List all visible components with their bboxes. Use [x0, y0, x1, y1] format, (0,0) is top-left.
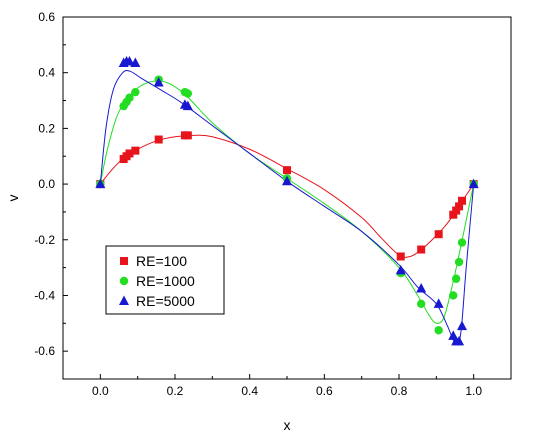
y-tick-label: -0.4: [34, 288, 55, 302]
y-axis-label: v: [5, 195, 21, 202]
legend-label-re-5000: RE=5000: [136, 293, 195, 309]
point-re-5000: [282, 175, 292, 186]
point-re-1000: [454, 257, 464, 267]
point-re-5000: [416, 283, 427, 293]
point-re-5000: [124, 56, 135, 66]
point-re-100: [434, 230, 443, 239]
legend-marker-re-100: [120, 257, 128, 265]
x-axis-label: x: [284, 417, 291, 433]
point-re-100: [396, 252, 405, 261]
point-re-5000: [153, 76, 164, 87]
point-re-100: [131, 146, 140, 155]
curve-re-100: [99, 134, 475, 258]
x-tick-label: 0.8: [391, 384, 408, 398]
point-re-5000: [395, 264, 406, 275]
point-re-1000: [416, 299, 426, 309]
x-tick-label: 0.2: [167, 384, 184, 398]
point-re-5000: [433, 298, 444, 308]
y-tick-label: 0.2: [38, 121, 55, 135]
point-re-5000: [182, 100, 193, 111]
x-tick-label: 0.0: [92, 384, 109, 398]
legend-label-re-1000: RE=1000: [136, 273, 195, 289]
legend-label-re-100: RE=100: [136, 253, 187, 269]
data-markers: [95, 56, 479, 346]
point-re-100: [154, 135, 163, 144]
point-re-1000: [434, 326, 443, 335]
point-re-1000: [457, 238, 467, 247]
point-re-100: [458, 196, 467, 205]
point-re-1000: [451, 274, 461, 283]
point-re-100: [455, 202, 464, 211]
point-re-100: [183, 131, 192, 140]
point-re-5000: [457, 320, 468, 331]
y-tick-label: 0.6: [38, 10, 55, 24]
point-re-100: [125, 149, 134, 158]
legend-marker-re-5000: [119, 295, 129, 305]
point-re-1000: [125, 93, 134, 102]
point-re-1000: [449, 291, 458, 300]
point-re-1000: [183, 89, 193, 98]
x-tick-label: 1.0: [465, 384, 482, 398]
axes: 0.0 0.2 0.4 0.6 0.8 1.0 0.6 0.4 0.2 0.0 -0.2 -0.4 -0…: [34, 10, 482, 398]
legend: RE=100 RE=1000 RE=5000: [105, 245, 225, 315]
point-re-100: [417, 245, 426, 254]
x-tick-label: 0.6: [316, 384, 333, 398]
y-tick-label: -0.6: [34, 344, 55, 358]
point-re-5000: [468, 178, 479, 189]
point-re-1000: [131, 87, 140, 97]
x-tick-label: 0.4: [241, 384, 258, 398]
y-tick-label: -0.2: [34, 233, 55, 247]
point-re-100: [449, 210, 458, 219]
point-re-100: [283, 166, 291, 175]
point-re-5000: [454, 335, 465, 346]
y-tick-label: 0.0: [38, 177, 55, 191]
y-tick-label: 0.4: [38, 66, 55, 80]
point-re-5000: [130, 57, 141, 67]
point-re-100: [452, 206, 461, 215]
legend-marker-re-1000: [119, 276, 129, 286]
point-re-5000: [95, 178, 106, 189]
